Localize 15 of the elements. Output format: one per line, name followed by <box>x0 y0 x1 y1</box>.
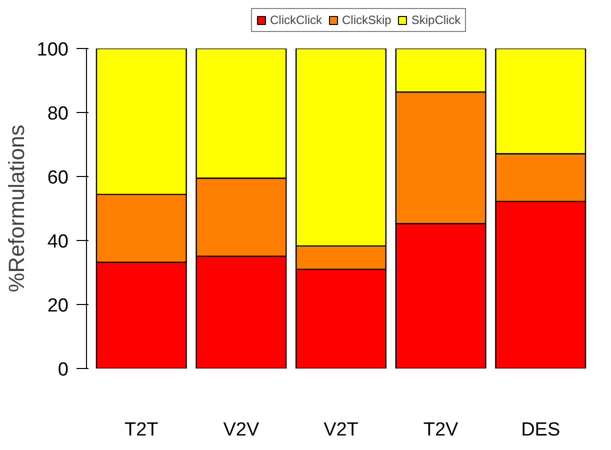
legend-label: SkipClick <box>411 13 461 27</box>
x-tick-label: DES <box>521 420 560 440</box>
y-tick-label: 40 <box>47 232 69 252</box>
y-tick-label: 0 <box>58 360 69 380</box>
x-tick-label: V2V <box>223 420 260 440</box>
y-tick-label: 60 <box>47 168 69 188</box>
legend-label: ClickSkip <box>342 13 392 27</box>
legend-label: ClickClick <box>270 13 322 27</box>
y-axis-title: %Reformulations <box>4 124 29 292</box>
x-tick-label: T2V <box>423 420 459 440</box>
x-tick-label: T2T <box>124 420 159 440</box>
y-tick-label: 100 <box>36 40 68 60</box>
y-tick-label: 80 <box>47 104 69 124</box>
y-tick-label: 20 <box>47 296 69 316</box>
x-tick-label: V2T <box>324 420 359 440</box>
